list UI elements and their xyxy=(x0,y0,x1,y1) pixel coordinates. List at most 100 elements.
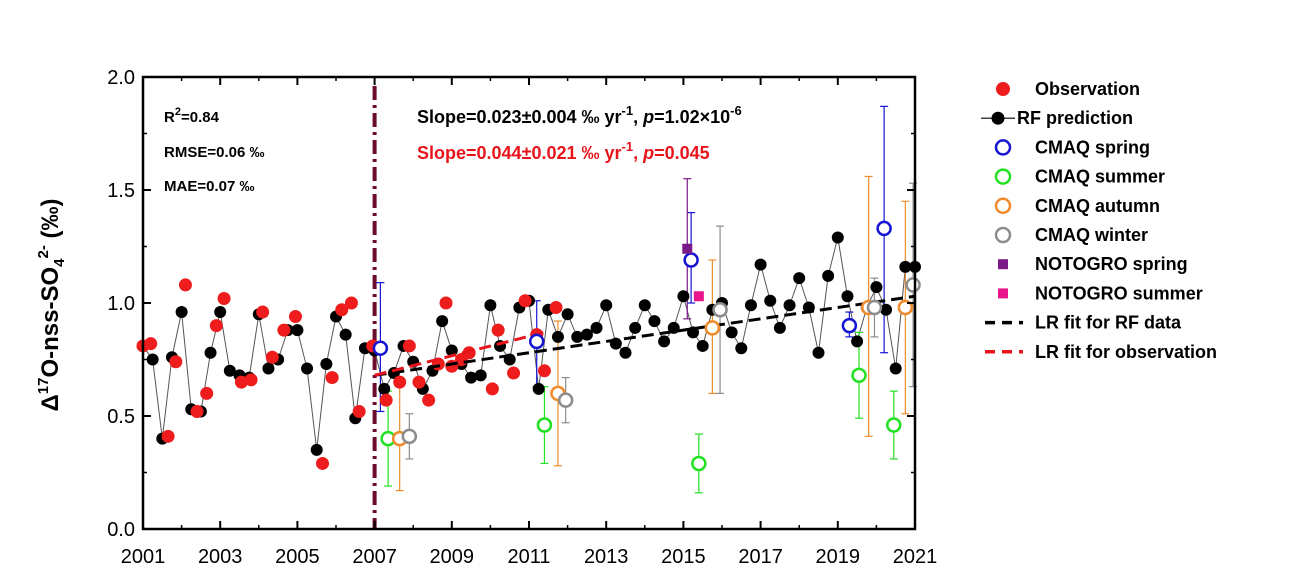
rf-point xyxy=(696,339,709,352)
rf-point xyxy=(754,258,767,271)
observation-point xyxy=(344,296,358,310)
rf-point xyxy=(465,371,478,384)
rf-point xyxy=(262,362,275,375)
y-tick-label: 0.5 xyxy=(107,406,135,428)
legend-winter-marker xyxy=(994,226,1012,244)
rf-point xyxy=(301,362,314,375)
observation-point xyxy=(537,364,551,378)
rf-point xyxy=(851,335,864,348)
rf-point xyxy=(561,308,574,321)
rf-point xyxy=(571,330,584,343)
legend-lr_obs-label: LR fit for observation xyxy=(1035,342,1217,362)
rf-point xyxy=(764,294,777,307)
rf-point xyxy=(320,358,333,371)
rf-point xyxy=(436,315,449,328)
rf-point xyxy=(831,231,844,244)
rf-point xyxy=(600,299,613,312)
observation-point xyxy=(190,404,204,418)
rf-point xyxy=(310,443,323,456)
rf-point xyxy=(870,281,883,294)
rf-point xyxy=(580,328,593,341)
cmaq-spring-point xyxy=(372,340,389,356)
legend-spring-label: CMAQ spring xyxy=(1035,137,1150,157)
rf-point xyxy=(532,382,545,395)
cmaq-winter-point xyxy=(401,428,418,445)
observation-point xyxy=(244,373,258,387)
y-axis-label: Δ17O-nss-SO42- (‰) xyxy=(35,199,68,412)
notogro-spring-point xyxy=(682,243,693,254)
rf-point xyxy=(744,299,757,312)
observation-point xyxy=(491,323,505,337)
observation-point xyxy=(549,301,563,315)
notogro-summer-point xyxy=(693,291,704,302)
x-tick-label: 2003 xyxy=(198,546,243,568)
rf-point xyxy=(880,303,893,316)
mae-stat: MAE=0.07 ‰ xyxy=(164,178,254,195)
rf-point xyxy=(378,382,391,395)
legend-rf-marker xyxy=(991,111,1005,125)
rf-point xyxy=(735,342,748,355)
observation-point xyxy=(178,278,192,292)
rf-point xyxy=(214,306,227,319)
observation-point xyxy=(422,393,436,407)
legend-noto_spring-marker xyxy=(998,259,1008,270)
rf-point xyxy=(590,321,603,334)
rf-line xyxy=(142,237,915,450)
x-tick-label: 2017 xyxy=(738,546,783,568)
legend: Observation RF prediction CMAQ spring CMAQ … xyxy=(981,79,1217,362)
legend-observation-marker xyxy=(996,82,1010,96)
rf-point xyxy=(339,328,352,341)
observation-point xyxy=(288,310,302,324)
observation-point xyxy=(161,429,175,443)
observation-point xyxy=(169,355,183,369)
lr-rf-line xyxy=(374,294,916,377)
legend-winter-label: CMAQ winter xyxy=(1035,225,1148,245)
rf-point xyxy=(812,346,825,359)
rf-point xyxy=(783,299,796,312)
x-tick-label: 2009 xyxy=(430,546,475,568)
observation-point xyxy=(217,291,231,305)
observation-point xyxy=(393,375,407,389)
observation-point xyxy=(518,294,532,308)
observation-point xyxy=(209,319,223,333)
x-tick-label: 2005 xyxy=(275,546,320,568)
rf-point xyxy=(638,299,651,312)
observation-point xyxy=(507,366,521,380)
cmaq-spring-point xyxy=(876,220,892,237)
rf-point xyxy=(204,346,217,359)
observation-point xyxy=(265,350,279,364)
rf-point xyxy=(551,330,564,343)
legend-observation-label: Observation xyxy=(1035,79,1140,99)
rf-point xyxy=(629,321,642,334)
observation-point xyxy=(144,337,158,351)
rf-point xyxy=(445,344,458,357)
rf-point xyxy=(223,364,236,377)
cmaq-autumn-point xyxy=(704,320,721,336)
cmaq-winter-point xyxy=(557,392,574,408)
rf-point xyxy=(175,306,188,319)
cmaq-summer-point xyxy=(536,417,553,433)
legend-spring-marker xyxy=(994,139,1012,156)
observation-point xyxy=(277,323,291,337)
cmaq-winter-point xyxy=(905,277,921,293)
legend-lr_rf-label: LR fit for RF data xyxy=(1035,313,1182,333)
rf-point xyxy=(841,290,854,303)
observation-point xyxy=(439,296,453,310)
rf-point xyxy=(889,362,902,375)
cmaq-spring-point xyxy=(841,317,858,334)
x-tick-label: 2001 xyxy=(121,546,166,568)
rf-point xyxy=(474,369,487,382)
y-tick-label: 1.0 xyxy=(107,293,135,315)
cmaq-winter-point xyxy=(712,302,728,318)
rf-point xyxy=(725,326,738,339)
observation-point xyxy=(315,456,329,470)
legend-summer-marker xyxy=(994,168,1012,185)
observation-point xyxy=(335,303,349,317)
x-tick-label: 2013 xyxy=(584,546,629,568)
legend-autumn-label: CMAQ autumn xyxy=(1035,196,1160,216)
r2-stat: R2=0.84 xyxy=(164,106,220,126)
observation-point xyxy=(352,404,366,418)
slope-rf-text: Slope=0.023±0.004 ‰ yr-1, p=1.02×10-6 xyxy=(417,103,742,127)
cmaq-winter-point xyxy=(866,299,883,316)
